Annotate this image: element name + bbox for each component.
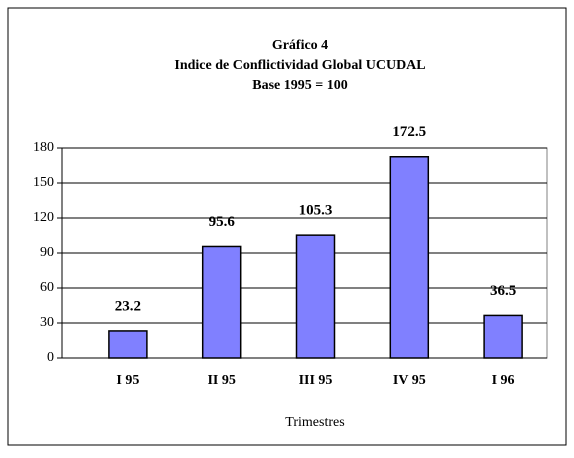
- y-tick-label: 120: [33, 210, 54, 225]
- chart-title: Gráfico 4: [272, 38, 328, 53]
- chart-title: Indice de Conflictividad Global UCUDAL: [174, 58, 425, 73]
- y-tick-label: 180: [33, 140, 54, 155]
- x-axis-label: Trimestres: [285, 415, 344, 430]
- x-tick-label: II 95: [207, 373, 235, 388]
- x-tick-label: IV 95: [393, 373, 426, 388]
- x-tick-label: I 95: [116, 373, 139, 388]
- x-tick-label: I 96: [492, 373, 515, 388]
- y-tick-label: 60: [40, 280, 54, 295]
- y-tick-label: 90: [40, 245, 54, 260]
- x-tick-label: III 95: [299, 373, 333, 388]
- value-label: 23.2: [115, 298, 141, 314]
- bar: [295, 234, 336, 359]
- bar: [389, 156, 430, 359]
- chart-title: Base 1995 = 100: [252, 78, 347, 93]
- value-label: 95.6: [209, 214, 236, 230]
- y-tick-label: 150: [33, 175, 54, 190]
- y-tick-label: 30: [40, 315, 54, 330]
- value-label: 172.5: [392, 124, 426, 140]
- bar: [108, 330, 148, 359]
- bar: [483, 314, 523, 359]
- value-label: 36.5: [490, 283, 516, 299]
- value-label: 105.3: [299, 203, 333, 219]
- bar: [201, 245, 242, 359]
- y-tick-label: 0: [47, 350, 54, 365]
- chart-frame: [7, 7, 567, 446]
